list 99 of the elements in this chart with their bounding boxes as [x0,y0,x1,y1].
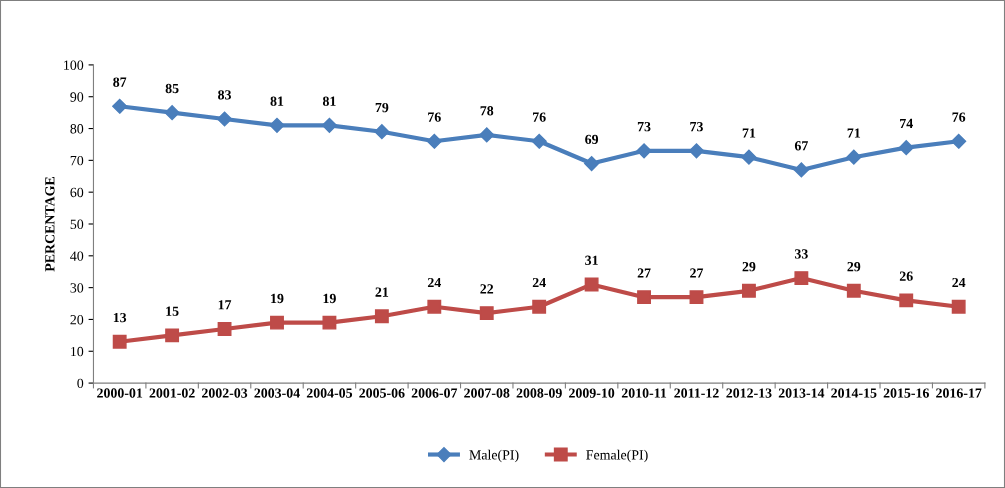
data-label: 74 [900,118,913,129]
y-tick-label: 30 [70,283,84,293]
point [269,117,285,133]
x-tick-label: 2010-11 [621,388,667,398]
point [322,315,337,330]
point [794,271,809,286]
x-tick-label: 2000-01 [97,388,143,398]
x-tick-label: 2012-13 [726,388,772,398]
data-label: 21 [375,287,389,297]
data-label: 29 [847,261,861,272]
data-label: 71 [847,128,861,138]
data-label: 81 [270,96,284,106]
y-tick-label: 0 [77,378,84,389]
point [688,143,705,159]
point [637,290,652,305]
x-tick-label: 2002-03 [202,388,248,398]
data-label: 29 [742,261,756,272]
data-label: 15 [166,306,179,316]
y-tick-label: 60 [70,187,84,198]
data-label: 27 [690,268,704,278]
data-label: 19 [271,293,284,304]
point [636,143,652,159]
data-label: 73 [637,121,651,132]
point [531,133,547,149]
x-tick-label: 2011-12 [674,388,719,398]
x-tick-label: 2014-15 [831,388,877,398]
point [689,290,704,305]
data-label: 73 [690,121,703,132]
point [427,299,442,314]
data-label: 24 [532,277,546,288]
point [426,133,442,149]
point [846,283,861,298]
data-label: 17 [218,300,232,310]
data-label: 76 [952,112,966,122]
data-label: 76 [533,112,546,122]
y-tick-label: 70 [70,155,84,166]
point [793,162,809,178]
x-tick-label: 2004-05 [306,388,353,398]
data-label: 24 [952,277,966,288]
point [112,98,128,114]
data-label: 87 [113,77,127,87]
data-label: 22 [480,284,494,294]
y-tick-label: 90 [70,92,84,102]
data-label: 85 [165,83,179,94]
x-tick-label: 2016-17 [936,388,982,398]
x-tick-label: 2007-08 [464,388,510,398]
point [270,315,284,330]
x-tick-label: 2009-10 [569,388,615,398]
data-label: 19 [323,293,336,304]
data-label: 24 [427,277,441,288]
point [741,283,756,298]
point [741,149,757,165]
point [216,111,233,127]
data-label: 71 [742,128,756,138]
data-label: 79 [375,102,389,113]
x-tick-label: 2013-14 [778,388,825,398]
point [112,334,127,349]
data-label: 76 [428,112,441,122]
data-label: 78 [480,106,494,116]
point [374,124,390,140]
data-label: 31 [585,255,598,265]
data-label: 26 [899,271,913,281]
y-tick-label: 50 [70,219,84,229]
y-tick-label: 20 [70,315,84,325]
point [951,133,967,149]
x-tick-label: 2001-02 [149,388,195,398]
data-label: 81 [322,96,336,106]
data-label: 69 [585,134,599,145]
x-tick-label: 2006-07 [411,388,458,398]
x-tick-label: 2008-09 [516,388,562,398]
x-tick-label: 2003-04 [254,388,300,398]
y-tick-label: 100 [64,60,84,70]
point [321,117,338,133]
point [951,299,966,314]
point [846,149,862,165]
y-tick-label: 10 [71,346,84,357]
data-label: 27 [637,268,651,278]
data-label: 33 [794,249,808,259]
legend-label: Female(PI) [586,449,648,463]
legend-label: Male(PI) [469,449,519,463]
point [898,140,914,156]
point [217,322,232,336]
point [532,299,547,314]
point [899,293,914,308]
point [164,105,180,121]
data-label: 13 [113,312,127,323]
y-tick-label: 80 [70,124,84,134]
point [584,155,600,172]
data-label: 67 [794,141,808,151]
point [479,306,494,321]
y-tick-label: 40 [70,251,84,261]
point [479,127,495,143]
point [584,277,599,292]
x-tick-label: 2015-16 [883,388,929,398]
point [165,328,180,343]
point [374,309,389,324]
data-label: 83 [218,90,232,100]
x-tick-label: 2005-06 [359,388,405,398]
y-axis-title: PERCENTAGE [45,176,55,272]
